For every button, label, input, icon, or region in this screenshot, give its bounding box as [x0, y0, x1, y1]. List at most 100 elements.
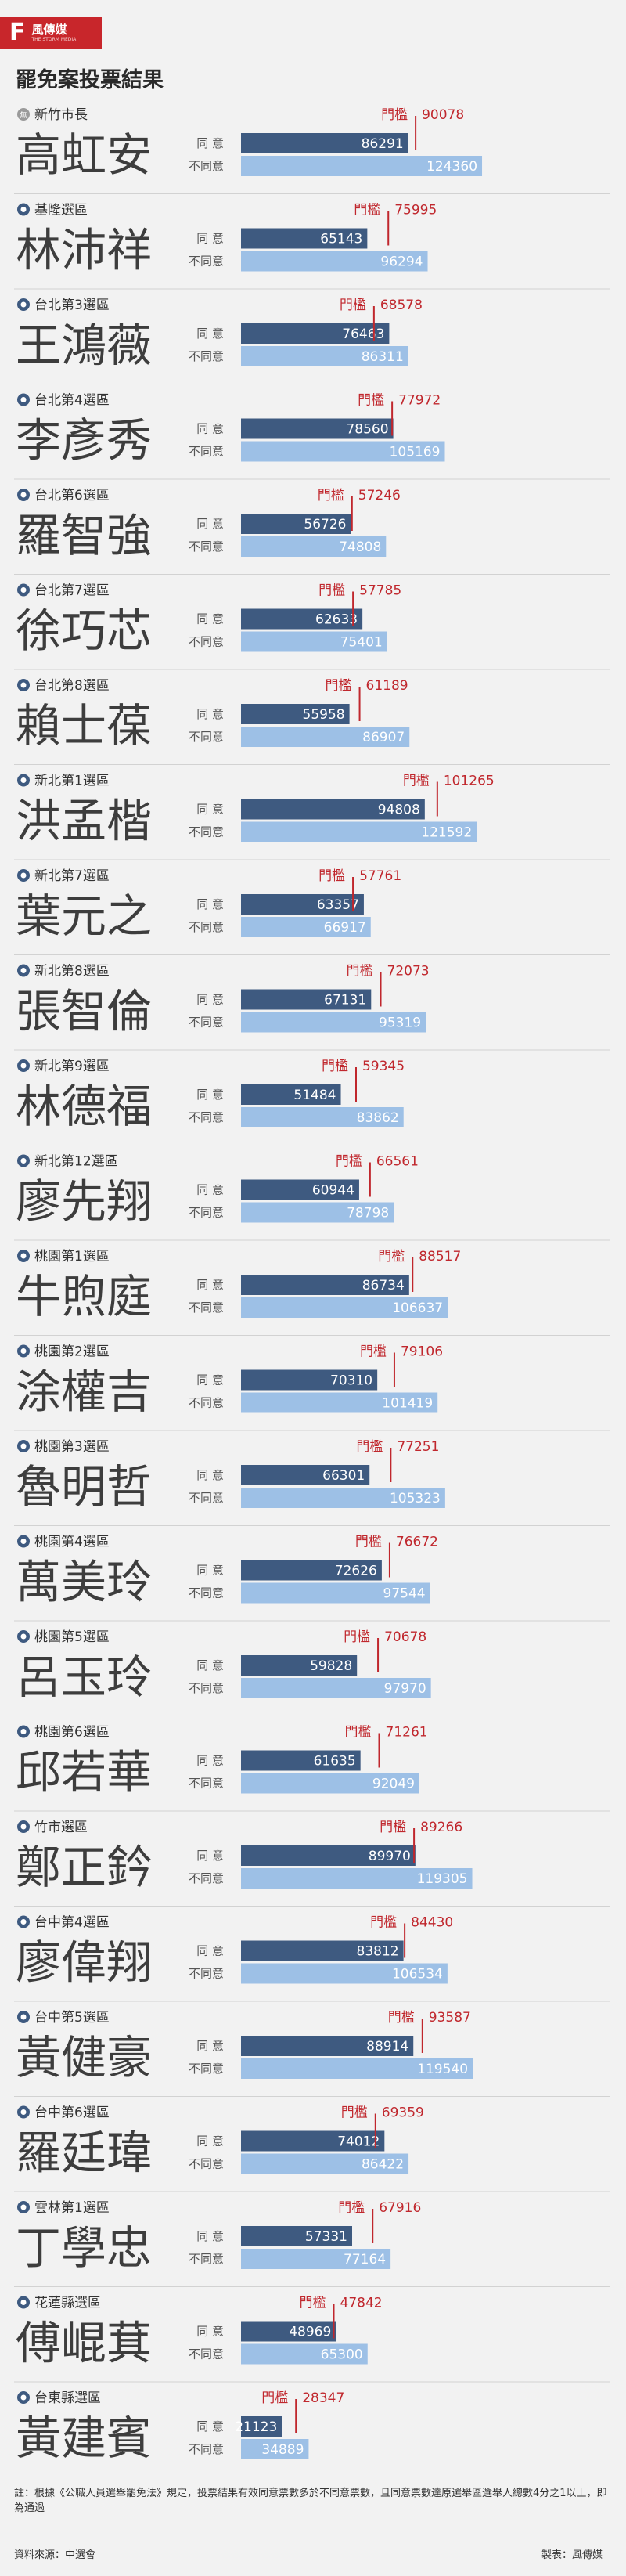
agree-row-label: 同 意 [196, 1468, 224, 1482]
agree-value-label: 55958 [303, 707, 345, 723]
agree-bar [241, 228, 368, 249]
threshold-label: 門檻 [380, 1820, 406, 1835]
agree-row-label: 同 意 [196, 232, 224, 246]
disagree-row-label: 不同意 [189, 2252, 224, 2266]
party-badge-sun-icon [20, 207, 27, 212]
candidate-name: 羅廷瑋 [16, 2127, 152, 2180]
footnote: 註：根據《公職人員選舉罷免法》規定，投票結果有效同意票數多於不同意票數，且同意票… [14, 2488, 607, 2514]
agree-bar [241, 2321, 336, 2342]
agree-value-label: 21123 [235, 2419, 277, 2435]
candidate-name: 魯明哲 [16, 1460, 152, 1513]
recall-results-chart: 無新竹市長高虹安同 意不同意86291124360門檻 90078基隆選區林沛祥同… [14, 107, 610, 2477]
agree-bar [241, 133, 408, 153]
party-badge-sun-icon [20, 1824, 27, 1830]
threshold-label: 門檻 [261, 2390, 288, 2406]
disagree-row-label: 不同意 [189, 1871, 224, 1885]
disagree-bar [241, 1107, 404, 1127]
candidate-name: 羅智強 [16, 509, 152, 562]
threshold-label: 門檻 [336, 1154, 362, 1170]
agree-row-label: 同 意 [196, 897, 224, 911]
candidate-name: 高虹安 [16, 128, 152, 182]
disagree-value-label: 97544 [383, 1586, 426, 1602]
disagree-value-label: 86907 [362, 730, 405, 745]
disagree-value-label: 119540 [417, 2062, 468, 2077]
disagree-row-label: 不同意 [189, 1016, 224, 1030]
threshold-label: 門檻 [381, 107, 408, 123]
chart-credit: 製表：風傳媒 [541, 2549, 603, 2561]
candidate-name: 林沛祥 [16, 224, 152, 277]
disagree-row-label: 不同意 [189, 635, 224, 649]
disagree-value-label: 101419 [382, 1396, 433, 1412]
disagree-bar [241, 1773, 419, 1794]
threshold-label: 門檻 [355, 1535, 382, 1550]
candidate-name: 王鴻薇 [16, 319, 152, 372]
candidate-name: 洪孟楷 [16, 795, 152, 848]
party-badge-sun-icon [20, 301, 27, 308]
candidate-name: 呂玉玲 [16, 1651, 152, 1704]
threshold-value-label: 79106 [401, 1344, 443, 1360]
disagree-bar [241, 441, 445, 462]
district-label: 台北第3選區 [34, 298, 110, 313]
threshold-value-label: 61189 [366, 678, 408, 694]
agree-value-label: 83812 [357, 1944, 399, 1960]
disagree-bar [241, 821, 477, 842]
district-label: 竹市選區 [34, 1820, 88, 1835]
candidate-name: 林德福 [16, 1080, 152, 1133]
agree-row-label: 同 意 [196, 1278, 224, 1292]
disagree-row-label: 不同意 [189, 539, 224, 554]
agree-bar [241, 323, 390, 344]
candidate-name: 徐巧芯 [16, 604, 152, 658]
disagree-bar [241, 727, 410, 747]
district-label: 台東縣選區 [34, 2390, 101, 2406]
threshold-label: 門檻 [318, 868, 345, 884]
agree-row-label: 同 意 [196, 1658, 224, 1672]
agree-row-label: 同 意 [196, 707, 224, 721]
disagree-row-label: 不同意 [189, 254, 224, 269]
agree-value-label: 48969 [289, 2325, 331, 2340]
disagree-bar [241, 2058, 473, 2079]
agree-value-label: 56726 [304, 517, 346, 532]
agree-value-label: 63357 [317, 897, 359, 913]
agree-value-label: 67131 [324, 993, 366, 1008]
agree-value-label: 76463 [342, 327, 384, 342]
agree-row-label: 同 意 [196, 136, 224, 150]
agree-value-label: 66301 [322, 1468, 365, 1484]
district-label: 新北第8選區 [34, 964, 110, 980]
threshold-label: 門檻 [356, 1439, 383, 1455]
threshold-label: 門檻 [318, 583, 345, 599]
logo-text: 風傳媒 THE STORM MEDIA [32, 23, 77, 43]
candidate-name: 黃健豪 [16, 2031, 152, 2084]
city-badge-glyph: 無 [20, 110, 27, 120]
disagree-row-label: 不同意 [189, 1396, 224, 1410]
party-badge-sun-icon [20, 872, 27, 879]
agree-row-label: 同 意 [196, 422, 224, 436]
threshold-value-label: 84430 [411, 1915, 453, 1931]
party-badge-sun-icon [20, 968, 27, 973]
threshold-value-label: 71261 [386, 1725, 428, 1741]
threshold-value-label: 69359 [382, 2105, 424, 2121]
threshold-label: 門檻 [300, 2296, 326, 2311]
district-label: 雲林第1選區 [34, 2200, 110, 2216]
candidate-name: 賴士葆 [16, 699, 152, 752]
threshold-label: 門檻 [354, 203, 380, 218]
district-label: 台中第5選區 [34, 2010, 110, 2026]
district-label: 桃園第4選區 [34, 1535, 110, 1550]
party-badge-sun-icon [20, 2109, 27, 2115]
agree-value-label: 89970 [369, 1849, 411, 1864]
disagree-value-label: 97970 [384, 1681, 426, 1697]
party-badge-sun-icon [20, 1443, 27, 1449]
agree-bar [241, 1940, 404, 1961]
agree-value-label: 62633 [315, 612, 358, 628]
agree-bar [241, 1750, 361, 1771]
disagree-value-label: 77164 [344, 2252, 386, 2268]
district-label: 台中第4選區 [34, 1915, 110, 1931]
threshold-value-label: 59345 [362, 1059, 405, 1074]
agree-value-label: 57331 [305, 2229, 347, 2245]
disagree-bar [241, 1678, 431, 1698]
disagree-bar [241, 2439, 309, 2459]
disagree-value-label: 74808 [339, 539, 381, 555]
disagree-bar [241, 1202, 394, 1223]
candidate-name: 牛煦庭 [16, 1270, 152, 1323]
disagree-row-label: 不同意 [189, 1110, 224, 1124]
disagree-value-label: 65300 [321, 2347, 363, 2363]
